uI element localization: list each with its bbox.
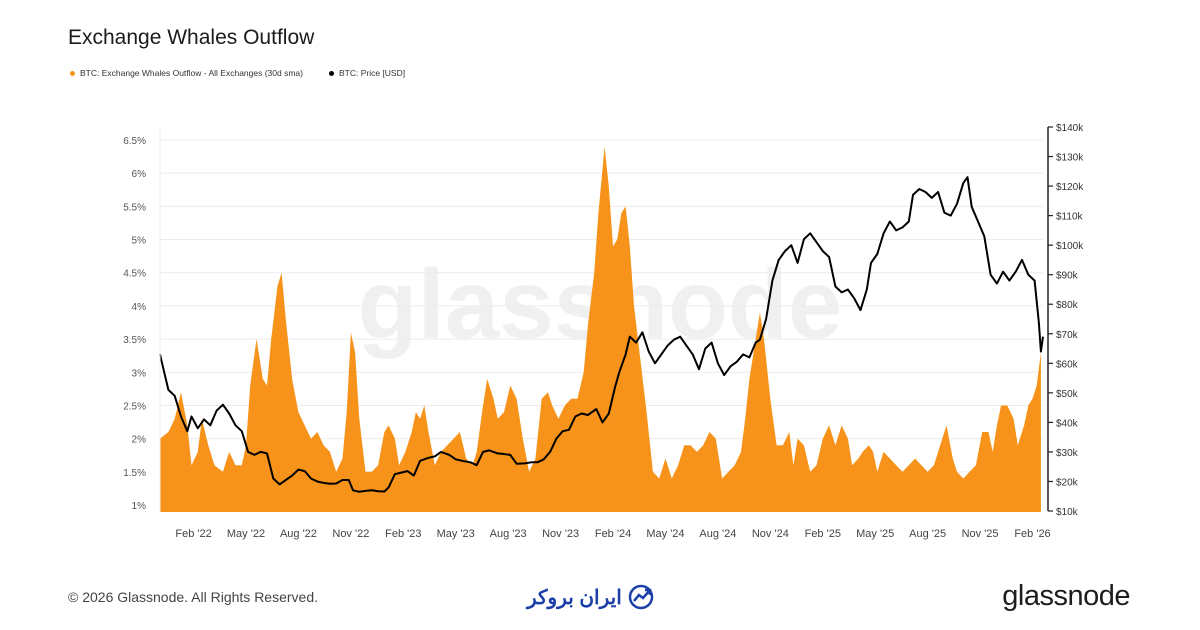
y-right-tick-label: $20k — [1056, 477, 1079, 488]
x-tick-label: May '22 — [227, 528, 265, 540]
outflow-area — [160, 146, 1041, 512]
y-right-tick-label: $70k — [1056, 330, 1079, 341]
y-right-tick-label: $120k — [1056, 182, 1084, 193]
legend-item-price[interactable]: BTC: Price [USD] — [328, 68, 406, 78]
y-left-tick-label: 2.5% — [123, 401, 146, 412]
outflow-series — [160, 146, 1041, 512]
y-right-tick-label: $110k — [1056, 212, 1084, 223]
y-left-tick-label: 4% — [132, 302, 147, 313]
x-tick-label: Feb '22 — [175, 528, 211, 540]
partner-brand[interactable]: ایران بروکر — [527, 584, 656, 610]
x-tick-label: May '25 — [856, 528, 894, 540]
y-left-tick-label: 6% — [132, 169, 147, 180]
x-tick-label: Aug '22 — [280, 528, 317, 540]
legend-label-price: BTC: Price [USD] — [338, 68, 406, 78]
x-tick-label: Feb '23 — [385, 528, 421, 540]
legend: BTC: Exchange Whales Outflow - All Excha… — [70, 68, 405, 78]
y-right-tick-label: $140k — [1056, 123, 1084, 134]
x-tick-label: Feb '25 — [805, 528, 841, 540]
y-right-tick-label: $50k — [1056, 389, 1079, 400]
y-left-tick-label: 5% — [132, 236, 147, 247]
y-left-tick-label: 4.5% — [123, 269, 146, 280]
x-tick-label: Nov '25 — [962, 528, 999, 540]
price-line — [159, 176, 1044, 493]
y-right-tick-label: $130k — [1056, 153, 1084, 164]
y-right-tick-label: $80k — [1056, 300, 1079, 311]
y-right-tick-label: $40k — [1056, 418, 1079, 429]
legend-dot-outflow — [70, 70, 75, 76]
axes: 1% 1.5% 2% 2.5% 3% 3.5% 4% 4.5% 5% 5.5% 6% 6.5% $10k… — [123, 123, 1084, 540]
glassnode-logo[interactable]: glassnode — [1002, 580, 1130, 612]
x-tick-label: Nov '23 — [542, 528, 579, 540]
y-left-tick-label: 1.5% — [123, 468, 146, 479]
partner-brand-text: ایران بروکر — [527, 586, 622, 609]
chart-title: Exchange Whales Outflow — [68, 26, 315, 49]
x-tick-label: May '23 — [437, 528, 475, 540]
x-tick-label: Nov '22 — [332, 528, 369, 540]
price-series — [159, 176, 1044, 493]
x-tick-label: Feb '24 — [595, 528, 631, 540]
y-right-tick-label: $30k — [1056, 448, 1079, 459]
y-right-tick-label: $100k — [1056, 241, 1084, 252]
x-tick-label: May '24 — [646, 528, 684, 540]
y-right-tick-label: $90k — [1056, 271, 1079, 282]
y-left-tick-label: 5.5% — [123, 202, 146, 213]
legend-item-outflow[interactable]: BTC: Exchange Whales Outflow - All Excha… — [70, 68, 303, 78]
x-tick-label: Aug '25 — [909, 528, 946, 540]
x-tick-label: Aug '23 — [490, 528, 527, 540]
y-right-tick-label: $10k — [1056, 507, 1079, 518]
legend-dot-price — [328, 70, 334, 76]
x-tick-label: Aug '24 — [699, 528, 736, 540]
copyright: © 2026 Glassnode. All Rights Reserved. — [68, 589, 319, 605]
y-left-tick-label: 1% — [132, 501, 147, 512]
y-left-tick-label: 3% — [132, 368, 147, 379]
legend-label-outflow: BTC: Exchange Whales Outflow - All Excha… — [80, 68, 303, 78]
x-tick-label: Feb '26 — [1014, 528, 1050, 540]
trend-up-icon — [628, 584, 654, 610]
x-tick-label: Nov '24 — [752, 528, 789, 540]
y-left-tick-label: 6.5% — [123, 136, 146, 147]
y-left-tick-label: 3.5% — [123, 335, 146, 346]
y-left-tick-label: 2% — [132, 435, 147, 446]
y-right-tick-label: $60k — [1056, 359, 1079, 370]
